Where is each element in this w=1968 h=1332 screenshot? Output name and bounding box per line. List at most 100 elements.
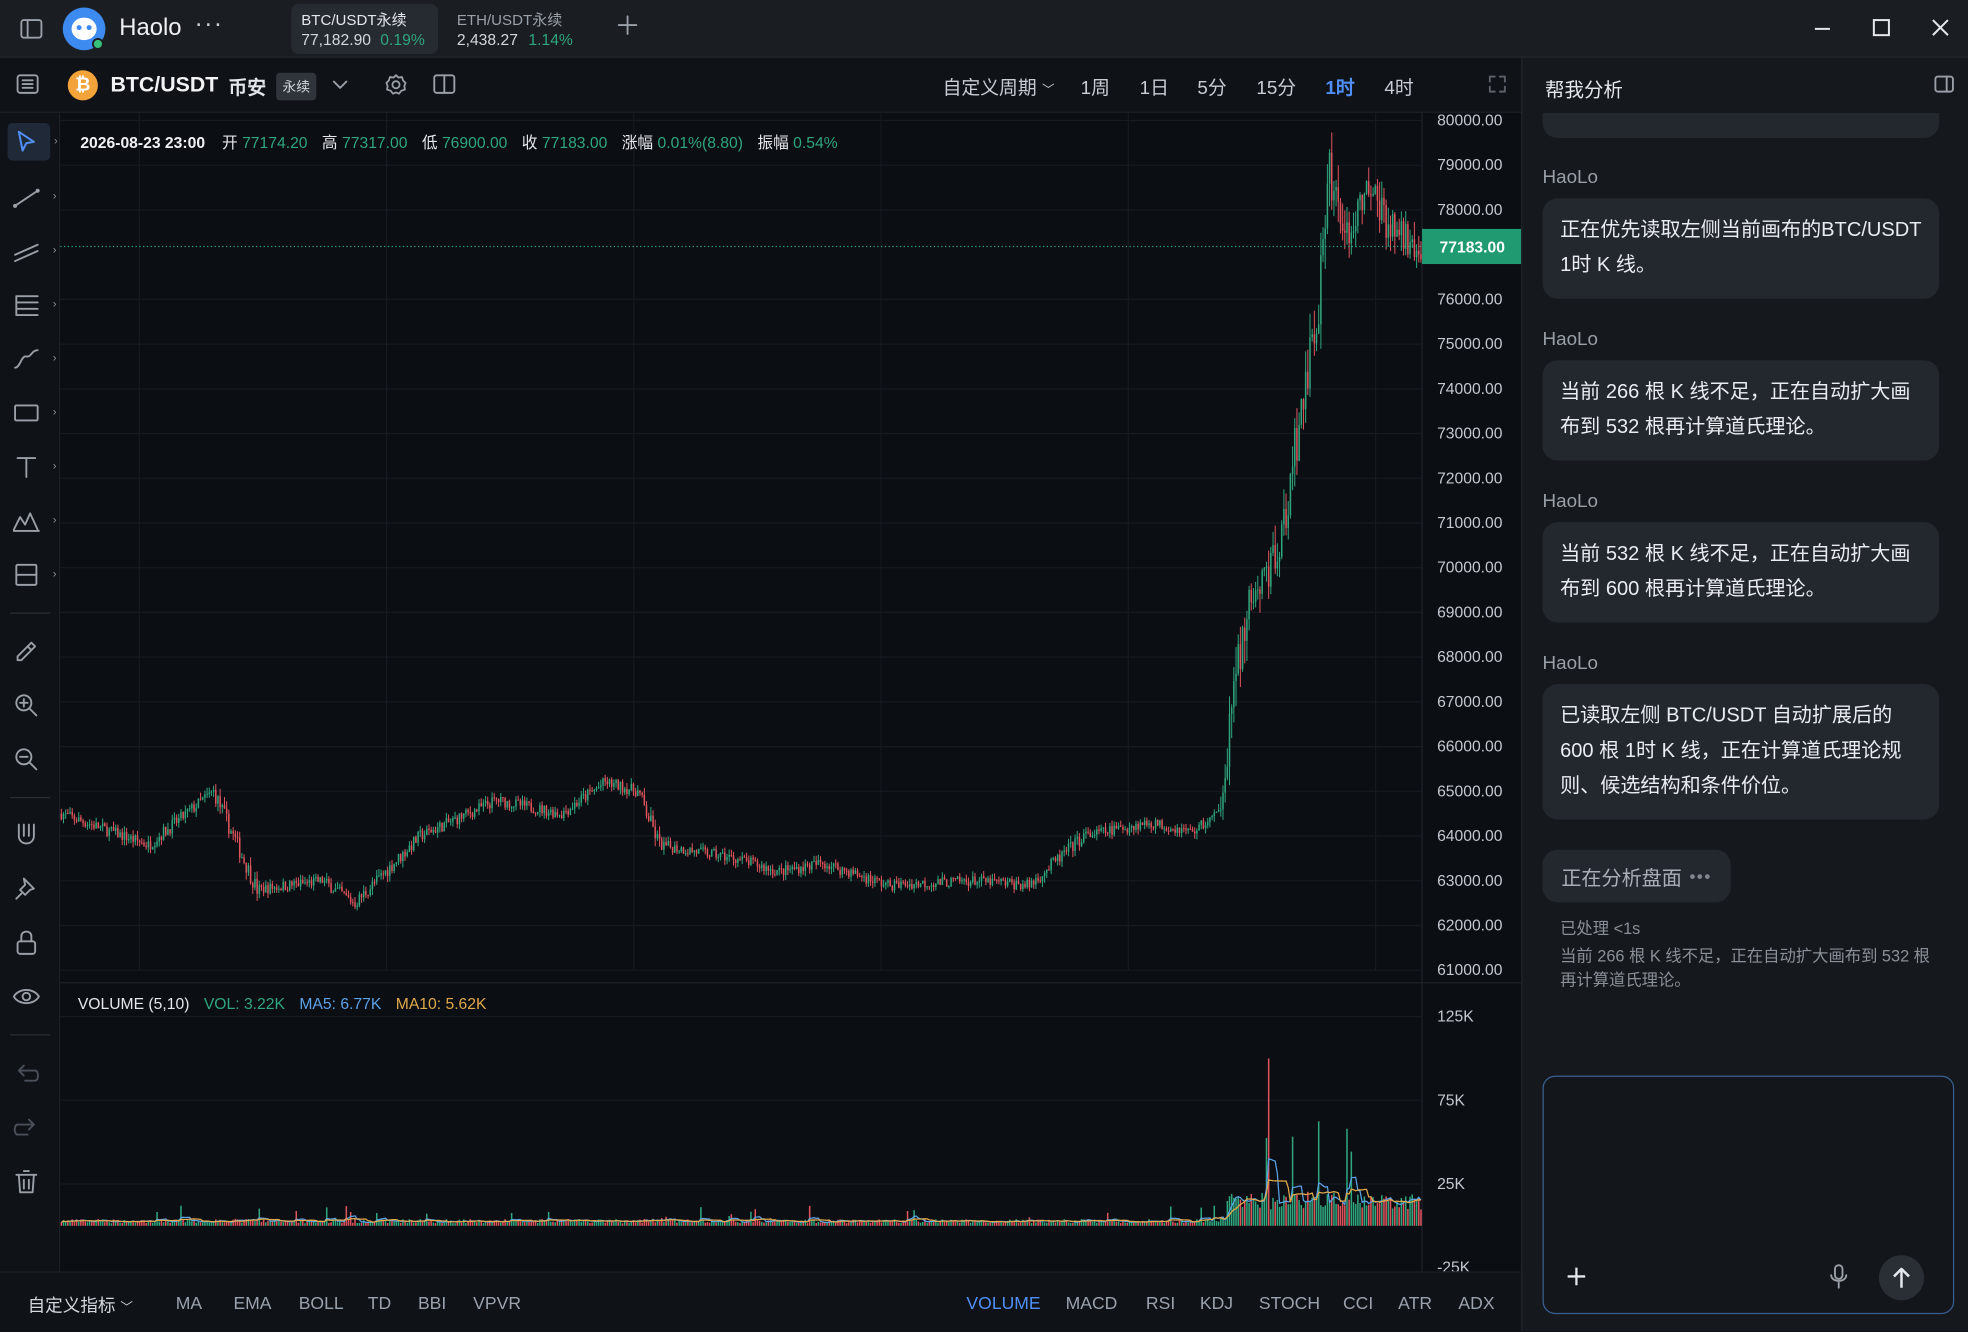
indicator-atr[interactable]: ATR bbox=[1398, 1292, 1433, 1313]
more-menu-icon[interactable]: ··· bbox=[194, 10, 224, 38]
indicator-volume[interactable]: VOLUME bbox=[966, 1292, 1041, 1313]
period-1w[interactable]: 1周 bbox=[1080, 77, 1110, 100]
volume-bar bbox=[687, 1219, 689, 1226]
candle bbox=[343, 891, 345, 893]
candle bbox=[221, 805, 224, 808]
volume-bar bbox=[99, 1220, 102, 1226]
minimize-icon[interactable] bbox=[1812, 18, 1832, 44]
pattern-tool[interactable]: › bbox=[12, 502, 56, 540]
pin-tool[interactable] bbox=[13, 870, 53, 908]
custom-period-dropdown[interactable]: 自定义周期 ﹀ bbox=[943, 74, 1055, 100]
candle bbox=[695, 850, 698, 854]
indicator-ema[interactable]: EMA bbox=[233, 1292, 272, 1313]
visibility-tool[interactable] bbox=[12, 978, 53, 1016]
volume-bar bbox=[310, 1221, 313, 1226]
indicator-adx[interactable]: ADX bbox=[1458, 1292, 1495, 1313]
send-button[interactable] bbox=[1878, 1255, 1925, 1301]
volume-bar bbox=[1311, 1197, 1313, 1226]
zoom-out-tool[interactable] bbox=[13, 741, 53, 779]
volume-bar bbox=[1054, 1222, 1057, 1226]
volume-bar bbox=[765, 1222, 767, 1226]
candle bbox=[1072, 842, 1074, 851]
volume-bar bbox=[750, 1211, 752, 1226]
volume-bar bbox=[569, 1221, 572, 1226]
lock-tool[interactable] bbox=[13, 924, 53, 962]
candle bbox=[1111, 826, 1113, 835]
volume-bar bbox=[602, 1221, 604, 1226]
candle bbox=[987, 878, 989, 882]
maximize-icon[interactable] bbox=[1871, 18, 1891, 44]
magnet-tool[interactable] bbox=[13, 816, 53, 854]
period-1d[interactable]: 1日 bbox=[1139, 77, 1169, 100]
indicator-vpvr[interactable]: VPVR bbox=[473, 1292, 522, 1313]
period-15m[interactable]: 15分 bbox=[1256, 77, 1297, 100]
indicator-kdj[interactable]: KDJ bbox=[1199, 1292, 1234, 1313]
candle bbox=[1285, 508, 1287, 528]
volume-bar bbox=[386, 1223, 389, 1226]
volume-bar bbox=[306, 1220, 308, 1226]
volume-bar bbox=[91, 1221, 93, 1226]
fibonacci-tool[interactable]: › bbox=[13, 286, 56, 324]
add-tab-icon[interactable] bbox=[616, 14, 639, 43]
message-list[interactable]: HaoLo 正在优先读取左侧当前画布的BTC/USDT 1时 K 线。 HaoL… bbox=[1522, 112, 1968, 1067]
indicator-boll[interactable]: BOLL bbox=[298, 1292, 344, 1313]
volume-bar bbox=[654, 1222, 656, 1226]
indicator-bbi[interactable]: BBI bbox=[417, 1292, 447, 1313]
candle bbox=[447, 818, 450, 823]
brush-tool[interactable]: › bbox=[13, 340, 56, 378]
volume-bar bbox=[767, 1220, 770, 1226]
symbol-dropdown-icon[interactable] bbox=[331, 75, 349, 99]
ruler-tool[interactable] bbox=[13, 633, 53, 671]
layout-list-icon[interactable] bbox=[16, 74, 39, 100]
indicator-macd[interactable]: MACD bbox=[1065, 1292, 1118, 1313]
trend-line-tool[interactable]: › bbox=[13, 178, 56, 216]
measure-tool[interactable]: › bbox=[13, 556, 56, 594]
fullscreen-icon[interactable] bbox=[1488, 75, 1507, 99]
custom-indicator-dropdown[interactable]: 自定义指标 ﹀ bbox=[28, 1293, 133, 1318]
price-tick-label: 79000.00 bbox=[1437, 157, 1503, 174]
volume-bar bbox=[1041, 1220, 1044, 1226]
settings-icon[interactable] bbox=[384, 73, 408, 103]
tab-eth[interactable]: ETH/USDT永续 2,438.27 1.14% bbox=[447, 4, 594, 54]
price-chart[interactable]: 77183.00 80000.00 79000.00 78000.00 76000.00… bbox=[60, 112, 1522, 1272]
candle bbox=[265, 885, 267, 893]
delete-tool[interactable] bbox=[13, 1162, 53, 1200]
zoom-in-tool[interactable] bbox=[13, 687, 53, 725]
candle bbox=[1228, 713, 1231, 767]
indicator-rsi[interactable]: RSI bbox=[1145, 1292, 1176, 1313]
volume-legend: VOLUME (5,10) VOL: 3.22K MA5: 6.77K MA10… bbox=[78, 995, 487, 1013]
volume-bar bbox=[465, 1223, 467, 1226]
sidebar-toggle-icon[interactable] bbox=[20, 19, 43, 45]
redo-tool[interactable] bbox=[13, 1108, 53, 1146]
text-tool[interactable]: › bbox=[13, 448, 56, 486]
indicator-td[interactable]: TD bbox=[367, 1292, 392, 1313]
panel-collapse-icon[interactable] bbox=[1934, 75, 1954, 99]
period-1h[interactable]: 1时 bbox=[1325, 77, 1355, 100]
undo-tool[interactable] bbox=[13, 1054, 53, 1092]
indicator-ma[interactable]: MA bbox=[175, 1292, 203, 1313]
candle bbox=[167, 829, 169, 835]
candle bbox=[806, 863, 809, 865]
candle bbox=[532, 811, 535, 814]
period-5m[interactable]: 5分 bbox=[1197, 77, 1227, 100]
candle bbox=[502, 796, 504, 799]
split-view-icon[interactable] bbox=[433, 74, 456, 100]
parallel-line-tool[interactable]: › bbox=[13, 232, 56, 270]
volume-bar bbox=[117, 1219, 119, 1226]
attach-plus-icon[interactable] bbox=[1565, 1265, 1588, 1294]
cursor-tool[interactable]: › bbox=[7, 123, 58, 161]
volume-bar bbox=[284, 1221, 287, 1226]
indicator-stoch[interactable]: STOCH bbox=[1258, 1292, 1321, 1313]
symbol-title[interactable]: BTC/USDT bbox=[110, 72, 219, 97]
close-icon[interactable] bbox=[1930, 18, 1950, 44]
candle bbox=[523, 800, 526, 806]
candle bbox=[843, 867, 846, 871]
candle bbox=[471, 813, 474, 817]
rectangle-tool[interactable]: › bbox=[13, 394, 56, 432]
microphone-icon[interactable] bbox=[1827, 1264, 1850, 1295]
indicator-cci[interactable]: CCI bbox=[1342, 1292, 1374, 1313]
chat-input-box[interactable] bbox=[1542, 1075, 1955, 1315]
period-4h[interactable]: 4时 bbox=[1384, 77, 1414, 100]
tab-btc[interactable]: BTC/USDT永续 77,182.90 0.19% bbox=[291, 3, 439, 54]
chart-area[interactable]: 77183.00 80000.00 79000.00 78000.00 76000.00… bbox=[60, 112, 1522, 1272]
